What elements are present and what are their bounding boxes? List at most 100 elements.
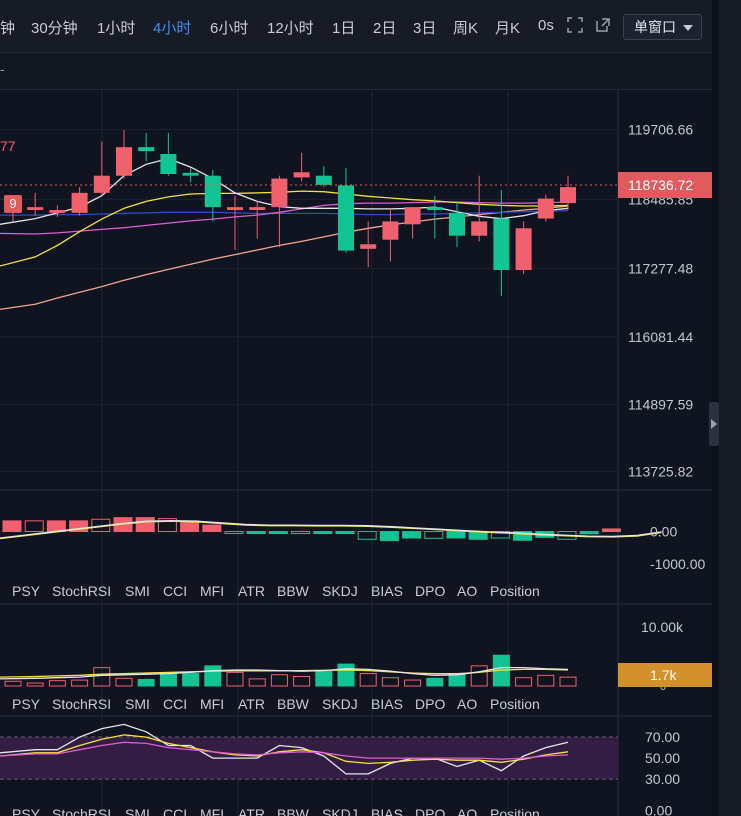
timeframe-toolbar: 钟 30分钟 1小时 4小时 6小时 12小时 1日 2日 3日 周K 月K 0…: [0, 0, 712, 53]
oscillator-bar: [157, 518, 177, 533]
candle-body: [27, 207, 44, 210]
timeframe-item-6h[interactable]: 6小时: [210, 20, 249, 37]
indicator-tab-skdj[interactable]: SKDJ: [322, 806, 358, 816]
indicator-tab-mfi[interactable]: MFI: [200, 696, 224, 712]
indicator-tab-cci[interactable]: CCI: [163, 806, 187, 816]
panel-collapse-handle[interactable]: [709, 402, 719, 446]
indicator-tab-position[interactable]: Position: [490, 806, 540, 816]
indicator-tab-skdj[interactable]: SKDJ: [322, 696, 358, 712]
window-mode-label: 单窗口: [634, 19, 676, 35]
indicator-tab-dpo[interactable]: DPO: [415, 583, 445, 599]
volume-bar: [404, 679, 422, 687]
indicator-tab-psy[interactable]: PSY: [12, 696, 41, 712]
indicator-tab-ao[interactable]: AO: [457, 806, 477, 816]
indicator-tab-cci[interactable]: CCI: [163, 583, 187, 599]
oscillator-bar: [579, 531, 599, 535]
oscillator-bar: [202, 524, 222, 533]
indicator-tab-psy[interactable]: PSY: [12, 806, 41, 816]
candle-body: [293, 172, 310, 178]
oscillator-bar: [268, 531, 288, 535]
last-price-label: 118736.72: [628, 177, 693, 193]
indicator-tab-bias[interactable]: BIAS: [371, 806, 403, 816]
ma-yellow-line: [0, 190, 569, 267]
indicator-tab-dpo[interactable]: DPO: [415, 696, 445, 712]
oscillator-bar: [446, 531, 466, 539]
indicator-tab-cci[interactable]: CCI: [163, 696, 187, 712]
oscillator-bar: [24, 520, 44, 533]
indicator-tab-position[interactable]: Position: [490, 696, 540, 712]
candle-body: [71, 192, 88, 213]
oscillator-axis-tick: -1000.00: [650, 556, 705, 572]
candle-marker-badge[interactable]: 9: [4, 195, 22, 213]
volume-bar: [26, 682, 44, 687]
indicator-tab-position[interactable]: Position: [490, 583, 540, 599]
subbar-fragment-icon[interactable]: -: [0, 61, 5, 77]
timeframe-item-30m[interactable]: 30分钟: [31, 20, 78, 37]
oscillator-bar: [246, 531, 266, 535]
indicator-tab-bias[interactable]: BIAS: [371, 696, 403, 712]
volume-bar: [337, 663, 355, 687]
axis-labels: 119706.66118485.85117277.48116081.441148…: [12, 122, 712, 816]
top-left-value-fragment: 77: [0, 138, 16, 154]
indicator-tab-smi[interactable]: SMI: [125, 696, 150, 712]
volume-bar: [137, 678, 155, 687]
candle-body: [471, 221, 488, 236]
candle-body: [382, 221, 399, 240]
indicator-tab-smi[interactable]: SMI: [125, 806, 150, 816]
indicator-tab-dpo[interactable]: DPO: [415, 806, 445, 816]
timeframe-item-3d[interactable]: 3日: [413, 20, 437, 37]
volume-bar: [93, 667, 111, 687]
candle-body: [360, 244, 377, 249]
timeframe-item-1d[interactable]: 1日: [332, 20, 356, 37]
timeframe-item-0s[interactable]: 0s: [538, 17, 554, 34]
indicator-tab-atr[interactable]: ATR: [238, 806, 265, 816]
chart-canvas[interactable]: 119706.66118485.85117277.48116081.441148…: [0, 0, 712, 816]
timeframe-item-month[interactable]: 月K: [495, 20, 521, 37]
timeframe-item-week[interactable]: 周K: [453, 20, 479, 37]
stochastic-line: [0, 734, 569, 765]
volume-bar: [359, 673, 377, 687]
volume-bar: [270, 674, 288, 687]
window-mode-select[interactable]: 单窗口: [623, 14, 702, 40]
indicator-tab-bias[interactable]: BIAS: [371, 583, 403, 599]
timeframe-item-2d[interactable]: 2日: [373, 20, 397, 37]
indicator-tab-bbw[interactable]: BBW: [277, 583, 310, 599]
indicator-tab-stochrsi[interactable]: StochRSI: [52, 696, 111, 712]
indicator-tab-mfi[interactable]: MFI: [200, 583, 224, 599]
timeframe-item-1h[interactable]: 1小时: [97, 20, 136, 37]
stochastic-axis-tick: 30.00: [645, 771, 680, 787]
volume-pane: [0, 654, 577, 687]
indicator-tab-stochrsi[interactable]: StochRSI: [52, 806, 111, 816]
volume-bar: [48, 680, 66, 687]
volume-bar: [537, 674, 555, 687]
indicator-tab-mfi[interactable]: MFI: [200, 806, 224, 816]
timeframe-item-4h[interactable]: 4小时: [153, 20, 192, 37]
indicator-tab-ao[interactable]: AO: [457, 696, 477, 712]
fullscreen-icon[interactable]: [566, 16, 584, 34]
candle-body: [537, 198, 554, 219]
indicator-tab-stochrsi[interactable]: StochRSI: [52, 583, 111, 599]
chevron-down-icon: [683, 25, 693, 31]
indicator-tab-atr[interactable]: ATR: [238, 583, 265, 599]
indicator-tab-psy[interactable]: PSY: [12, 583, 41, 599]
candle-body: [204, 175, 221, 208]
price-axis-tick: 113725.82: [628, 463, 693, 479]
indicator-tab-bbw[interactable]: BBW: [277, 696, 310, 712]
candle-body: [227, 207, 243, 210]
candle-body: [271, 178, 288, 208]
orderbook-side-panel-clipped: [719, 0, 741, 816]
indicator-tab-smi[interactable]: SMI: [125, 583, 150, 599]
volume-bar: [71, 679, 89, 687]
popout-icon[interactable]: [594, 16, 612, 34]
indicator-tab-bbw[interactable]: BBW: [277, 806, 310, 816]
indicator-tab-ao[interactable]: AO: [457, 583, 477, 599]
volume-ma-white-line: [0, 666, 569, 680]
timeframe-item-minute-partial[interactable]: 钟: [0, 20, 16, 37]
candle-body: [138, 147, 155, 152]
indicator-tab-skdj[interactable]: SKDJ: [322, 583, 358, 599]
oscillator-bar: [402, 531, 422, 539]
indicator-tab-atr[interactable]: ATR: [238, 696, 265, 712]
candle-body: [449, 212, 465, 236]
oscillator-bar: [69, 520, 89, 533]
timeframe-item-12h[interactable]: 12小时: [267, 20, 314, 37]
